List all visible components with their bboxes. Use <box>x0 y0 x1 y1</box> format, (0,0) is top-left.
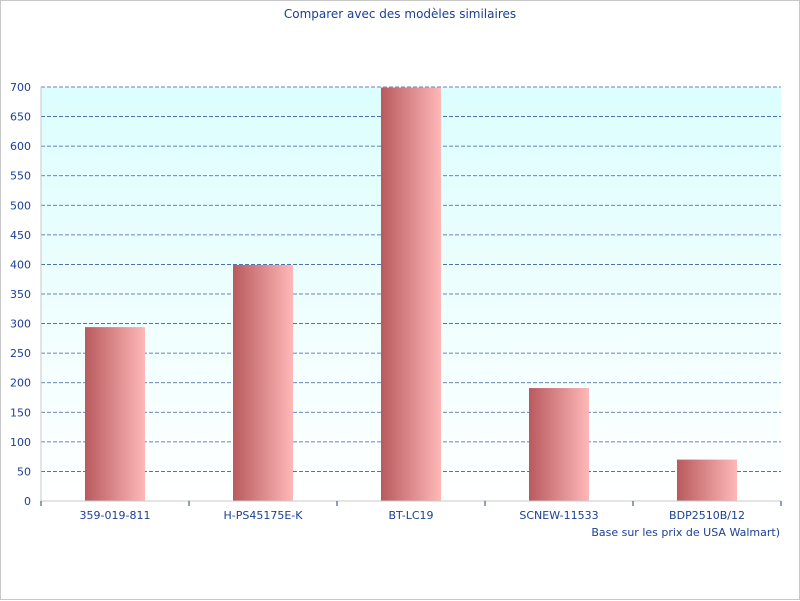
bar <box>529 388 589 501</box>
y-tick-label: 650 <box>10 111 31 124</box>
bar <box>233 265 293 501</box>
y-tick-label: 500 <box>10 199 31 212</box>
bars <box>85 87 737 501</box>
y-tick-label: 200 <box>10 377 31 390</box>
bar <box>677 459 737 501</box>
x-axis-ticks: 359-019-811 H-PS45175E-K BT-LC19 SCNEW-1153… <box>40 501 782 522</box>
y-tick-label: 400 <box>10 258 31 271</box>
x-tick-label: SCNEW-11533 <box>519 509 598 522</box>
y-tick-label: 550 <box>10 170 31 183</box>
chart-title: Comparer avec des modèles similaires <box>284 7 516 21</box>
y-tick-label: 150 <box>10 406 31 419</box>
axes <box>40 87 781 506</box>
y-tick-label: 700 <box>10 81 31 94</box>
y-tick-label: 300 <box>10 318 31 331</box>
y-tick-label: 450 <box>10 229 31 242</box>
bar <box>381 87 441 501</box>
y-tick-label: 600 <box>10 140 31 153</box>
y-tick-label: 100 <box>10 436 31 449</box>
y-tick-label: 250 <box>10 347 31 360</box>
x-tick-label: BDP2510B/12 <box>669 509 745 522</box>
y-axis-ticks: 0 50 100 150 200 250 300 350 400 450 500 550 600 650 7… <box>10 81 31 508</box>
x-tick-label: BT-LC19 <box>388 509 433 522</box>
x-tick-label: H-PS45175E-K <box>224 509 304 522</box>
y-tick-label: 350 <box>10 288 31 301</box>
y-tick-label: 50 <box>17 465 31 478</box>
bar <box>85 327 145 501</box>
y-tick-label: 0 <box>24 495 31 508</box>
x-tick-label: 359-019-811 <box>80 509 151 522</box>
chart-note: Base sur les prix de USA Walmart) <box>591 526 780 539</box>
